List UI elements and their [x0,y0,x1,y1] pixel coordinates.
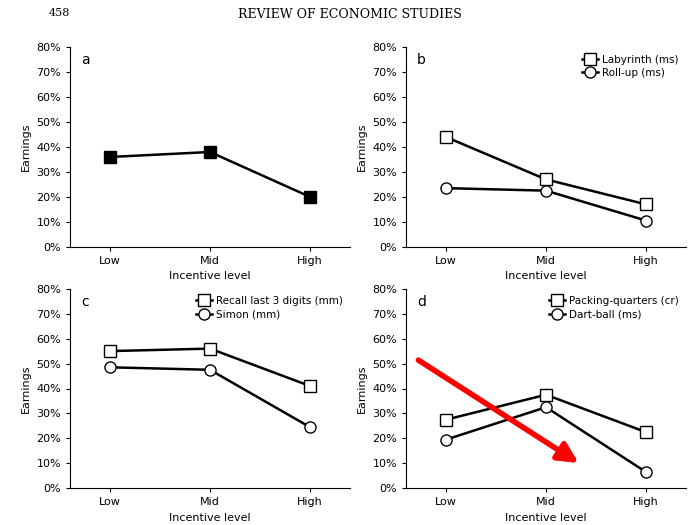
Line: Recall last 3 digits (mm): Recall last 3 digits (mm) [104,343,316,392]
Labyrinth (ms) [542,176,550,183]
Roll-up (ms) [642,217,650,224]
Line: Labyrinth (ms): Labyrinth (ms) [440,131,652,210]
Simon (mm) [306,424,314,430]
Y-axis label: Earnings: Earnings [21,364,31,413]
Legend: Packing-quarters (cr), Dart-ball (ms): Packing-quarters (cr), Dart-ball (ms) [547,294,681,321]
Text: b: b [417,53,426,67]
Dart-ball (ms) [542,404,550,411]
Packing-quarters (cr) [542,392,550,398]
Line: Simon (mm): Simon (mm) [104,362,316,433]
Legend: Labyrinth (ms), Roll-up (ms): Labyrinth (ms), Roll-up (ms) [580,52,681,80]
X-axis label: Incentive level: Incentive level [505,513,587,523]
X-axis label: Incentive level: Incentive level [169,271,251,281]
Legend: Recall last 3 digits (mm), Simon (mm): Recall last 3 digits (mm), Simon (mm) [194,294,345,321]
Roll-up (ms) [442,185,450,191]
Recall last 3 digits (mm) [306,383,314,389]
Packing-quarters (cr) [442,416,450,423]
Packing-quarters (cr) [642,429,650,435]
X-axis label: Incentive level: Incentive level [505,271,587,281]
Labyrinth (ms) [642,201,650,207]
Y-axis label: Earnings: Earnings [357,123,367,171]
Line: Roll-up (ms): Roll-up (ms) [440,183,652,226]
X-axis label: Incentive level: Incentive level [169,513,251,523]
Simon (mm) [206,366,214,373]
Text: d: d [417,295,426,309]
Recall last 3 digits (mm) [106,348,114,354]
Line: Dart-ball (ms): Dart-ball (ms) [440,402,652,478]
Text: REVIEW OF ECONOMIC STUDIES: REVIEW OF ECONOMIC STUDIES [238,8,462,21]
Text: a: a [81,53,90,67]
Text: c: c [81,295,89,309]
Labyrinth (ms) [442,134,450,140]
Simon (mm) [106,364,114,371]
Text: 458: 458 [49,8,71,18]
Y-axis label: Earnings: Earnings [21,123,31,171]
Recall last 3 digits (mm) [206,345,214,352]
Roll-up (ms) [542,187,550,194]
Y-axis label: Earnings: Earnings [357,364,367,413]
Dart-ball (ms) [642,469,650,475]
Line: Packing-quarters (cr): Packing-quarters (cr) [440,389,652,438]
Dart-ball (ms) [442,436,450,443]
